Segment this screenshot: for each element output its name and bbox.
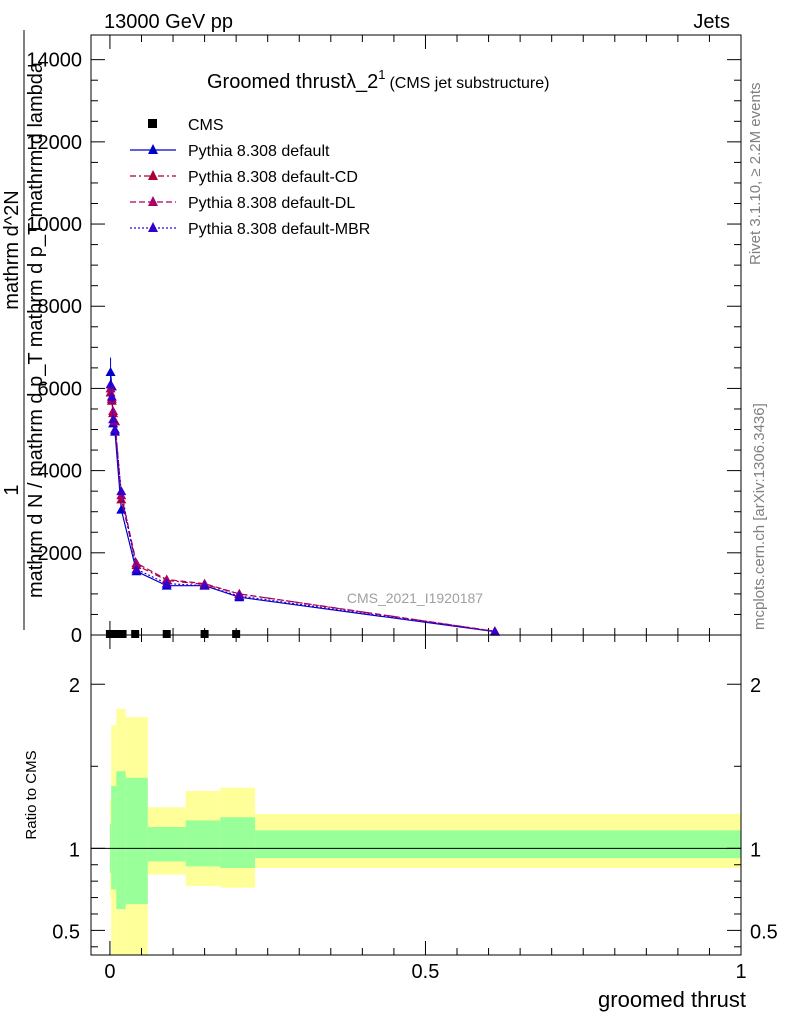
analysis-watermark: CMS_2021_I1920187 (347, 590, 483, 606)
ratio-y-tick-label: 0.5 (52, 921, 80, 943)
ratio-plot: 0.5 0.51 12 2 Ratio to CMS 0 0.5 1 groomed th… (23, 634, 778, 1012)
series-marker (131, 564, 142, 574)
ratio-plot-frame (90, 634, 742, 956)
chart-title: Groomed thrustλ_21 (CMS jet substructure) (207, 67, 549, 93)
y-tick-label: 6000 (38, 378, 83, 400)
y-tick-label: 4000 (38, 461, 83, 483)
energy-label: 13000 GeV pp (104, 11, 233, 33)
cms-data-point (162, 630, 171, 638)
x-tick-label: 0 (104, 961, 115, 983)
series-marker (199, 580, 210, 590)
legend-label: Pythia 8.308 default-DL (188, 195, 355, 212)
y-tick-label: 12000 (26, 132, 82, 154)
legend-marker (148, 222, 158, 232)
series-marker (106, 391, 117, 401)
y-tick-label: 10000 (26, 214, 82, 236)
chart-title-sup: 1 (378, 67, 385, 82)
ratio-y-axis-label: Ratio to CMS (23, 750, 40, 839)
ratio-green-band (111, 785, 117, 890)
x-axis-ticks: 0 0.5 1 (104, 635, 747, 983)
legend-marker (148, 170, 158, 180)
y-tick-label: 14000 (26, 50, 82, 72)
source-url-label: mcplots.cern.ch [arXiv:1306.3436] (751, 403, 768, 630)
ratio-y-tick-label: 2 (69, 675, 80, 697)
y-tick-label: 8000 (38, 296, 83, 318)
chart-title-sub: (CMS jet substructure) (389, 75, 549, 92)
legend-label: Pythia 8.308 default-CD (188, 169, 358, 186)
series-marker (234, 590, 245, 600)
ratio-green-band (185, 820, 221, 867)
series-marker (116, 504, 127, 514)
x-axis-label: groomed thrust (598, 987, 746, 1012)
main-series-group (105, 357, 500, 638)
y-axis-label-denominator: mathrm d N / mathrm d p_T mathrm d p_T m… (25, 61, 47, 598)
category-label: Jets (693, 11, 730, 33)
legend-label: CMS (188, 117, 224, 134)
main-axis-ticks: 0 2000 4000 6000 8000 10000 12000 14000 (26, 35, 742, 647)
rivet-version-label: Rivet 3.1.10, ≥ 2.2M events (747, 83, 764, 266)
y-axis-label-extra: mathrm d^2N (1, 190, 23, 309)
series-marker (489, 626, 500, 636)
series-marker (131, 558, 142, 568)
series-marker (161, 578, 172, 588)
ratio-y-tick-label-right: 1 (750, 839, 761, 861)
cms-data-point (114, 630, 123, 638)
ratio-y-tick-label: 1 (69, 839, 80, 861)
ratio-green-band (125, 777, 148, 905)
legend-marker (148, 196, 158, 206)
series-line (109, 384, 495, 633)
ratio-green-band (220, 817, 256, 869)
series-marker (108, 406, 119, 416)
y-axis-label-numerator: 1 (1, 484, 23, 495)
cms-data-point (131, 630, 140, 638)
ratio-y-tick-label-right: 2 (750, 675, 761, 697)
legend-label: Pythia 8.308 default (188, 143, 330, 160)
ratio-green-band (255, 830, 741, 859)
ratio-bands (91, 708, 741, 955)
series-marker (109, 424, 120, 434)
legend-label: Pythia 8.308 default-MBR (188, 221, 370, 238)
series-marker (108, 414, 119, 424)
legend: CMS Pythia 8.308 default Pythia 8.308 defa… (130, 117, 370, 238)
y-tick-label: 0 (71, 625, 82, 647)
ratio-axis-ticks: 0.5 0.5 1 1 2 2 (52, 675, 778, 948)
y-tick-label: 2000 (38, 543, 83, 565)
chart-title-main: Groomed thrustλ_2 (207, 71, 378, 93)
cms-data-point (232, 630, 241, 638)
legend-marker (148, 119, 157, 128)
ratio-green-band (116, 771, 126, 910)
main-plot: 0 2000 4000 6000 8000 10000 12000 14000 Groomed… (1, 30, 742, 647)
cms-data-point (118, 630, 127, 638)
cms-data-point (200, 630, 209, 638)
x-tick-label: 0.5 (412, 961, 440, 983)
series-marker (116, 486, 127, 496)
ratio-green-band (147, 827, 186, 862)
x-tick-label: 1 (735, 961, 746, 983)
ratio-y-tick-label-right: 0.5 (750, 921, 778, 943)
legend-marker (148, 144, 158, 154)
